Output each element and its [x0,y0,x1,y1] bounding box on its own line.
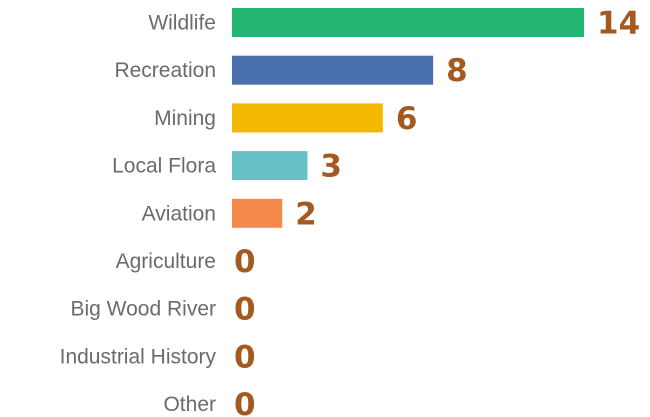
category-label: Agriculture [116,250,216,273]
value-label: 0 [234,292,256,328]
category-label: Industrial History [60,345,217,368]
category-label: Big Wood River [70,298,216,321]
value-label: 2 [295,196,317,232]
category-label: Wildlife [148,12,216,35]
bar [232,151,308,181]
category-label: Mining [154,107,216,130]
value-label: 14 [597,6,640,42]
bar [232,55,434,85]
bar [232,8,584,37]
category-label: Aviation [142,202,216,225]
value-label: 6 [396,101,418,137]
value-label: 3 [320,149,342,185]
category-label: Other [163,393,216,416]
value-label: 0 [234,244,256,280]
value-label: 0 [234,387,256,417]
category-label: Recreation [114,59,216,82]
category-label: Local Flora [112,155,216,178]
value-label: 8 [446,53,468,89]
bar [232,103,383,133]
bar [232,198,283,228]
value-label: 0 [234,339,256,375]
